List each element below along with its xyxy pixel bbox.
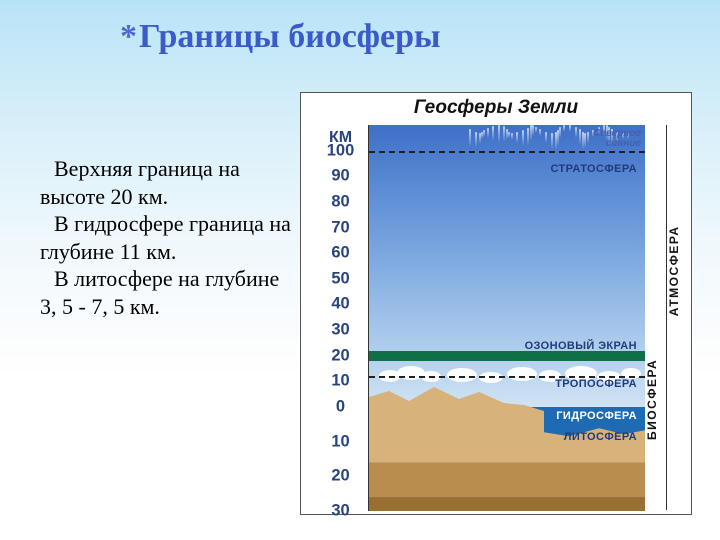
title-star: * <box>120 18 137 55</box>
axis-tick: 20 <box>313 346 368 365</box>
chart-area: КМ 1009080706050403020100102030 Северное… <box>313 125 645 511</box>
y-axis: КМ 1009080706050403020100102030 <box>313 125 369 511</box>
axis-tick: 100 <box>313 141 368 160</box>
atmosphere-vlabel: АТМОСФЕРА <box>667 165 687 376</box>
axis-tick: 40 <box>313 295 368 314</box>
axis-tick: 80 <box>313 192 368 211</box>
vertical-labels: АТМОСФЕРАБИОСФЕРА <box>643 125 689 510</box>
title-text: Границы биосферы <box>139 18 441 55</box>
description-text: Верхняя граница на высоте 20 км. В гидро… <box>40 155 300 320</box>
axis-tick: 30 <box>313 321 368 340</box>
axis-tick-zero: 0 <box>313 398 368 417</box>
description-line: В гидросфере граница на глубине 11 км. <box>40 210 300 265</box>
axis-tick: 70 <box>313 218 368 237</box>
lithosphere-label: ЛИТОСФЕРА <box>564 431 637 443</box>
axis-tick: 60 <box>313 244 368 263</box>
geospheres-diagram: Геосферы Земли КМ 1009080706050403020100… <box>300 92 692 515</box>
page-title: *Границы биосферы <box>120 18 441 56</box>
description-line: В литосфере на глубине 3, 5 - 7, 5 км. <box>40 265 300 320</box>
hydrosphere-label: ГИДРОСФЕРА <box>556 410 637 422</box>
axis-tick: 20 <box>313 467 368 486</box>
axis-tick: 10 <box>313 372 368 391</box>
axis-tick: 90 <box>313 167 368 186</box>
axis-tick: 10 <box>313 432 368 451</box>
plot-area: СеверноесияниеСТРАТОСФЕРАОЗОНОВЫЙ ЭКРАНТ… <box>369 125 645 511</box>
terrain <box>369 125 645 511</box>
description-line: Верхняя граница на высоте 20 км. <box>40 155 300 210</box>
axis-tick: 30 <box>313 502 368 521</box>
diagram-title: Геосферы Земли <box>301 97 691 119</box>
axis-tick: 50 <box>313 269 368 288</box>
biosphere-vlabel: БИОСФЕРА <box>645 356 665 442</box>
